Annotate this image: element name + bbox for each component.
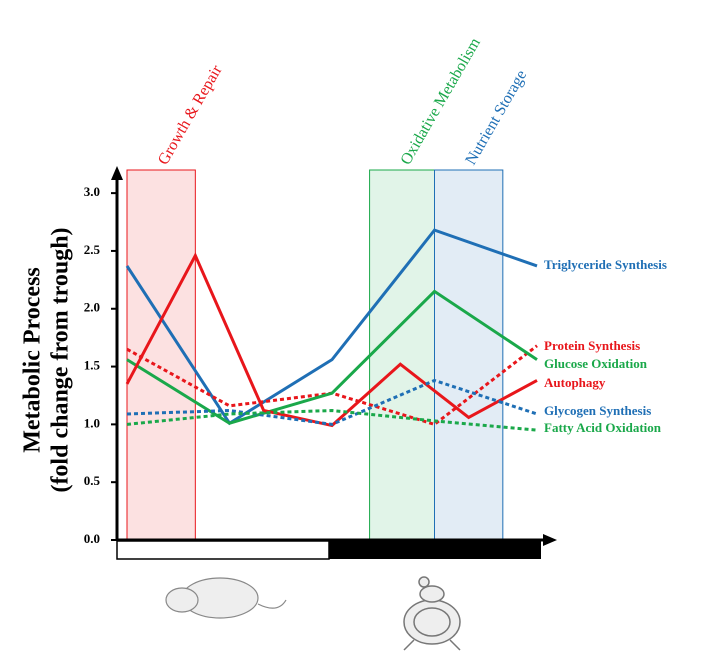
series-line <box>126 378 538 426</box>
series-line <box>126 289 538 425</box>
region-label: Nutrient Storage <box>462 67 530 167</box>
y-tick-label: 0.0 <box>84 531 100 546</box>
x-arrow <box>543 534 557 546</box>
y-axis-label: Metabolic Process (fold change from trou… <box>20 227 74 492</box>
series-label: Fatty Acid Oxidation <box>544 420 662 435</box>
region <box>369 169 436 541</box>
running-mouse <box>403 576 461 651</box>
regions: Growth & Repair Oxidative MetabolismNutri… <box>126 35 530 541</box>
region <box>434 169 504 541</box>
y-tick-label: 3.0 <box>84 184 100 199</box>
y-tick-label: 2.0 <box>84 300 100 315</box>
y-tick-label: 1.0 <box>84 415 100 430</box>
y-tick-label: 1.5 <box>84 358 101 373</box>
lines <box>125 228 538 432</box>
y-tick-label: 0.5 <box>84 473 101 488</box>
y-tick-label: 2.5 <box>84 242 101 257</box>
series-line <box>125 228 538 426</box>
y-label-line: Metabolic Process <box>20 267 46 453</box>
y-label-line: (fold change from trough) <box>48 227 74 492</box>
series-label: Glucose Oxidation <box>544 356 648 371</box>
series-label: Autophagy <box>544 375 606 390</box>
series-label: Glycogen Synthesis <box>544 403 651 418</box>
light-phase <box>116 540 330 560</box>
series-line <box>126 408 538 432</box>
region-label: Growth & Repair <box>155 62 226 168</box>
series-label: Protein Synthesis <box>544 338 640 353</box>
y-arrow <box>111 166 123 180</box>
sleeping-mouse <box>165 577 287 619</box>
series-label: Triglyceride Synthesis <box>544 257 667 272</box>
dark-phase <box>329 541 541 559</box>
